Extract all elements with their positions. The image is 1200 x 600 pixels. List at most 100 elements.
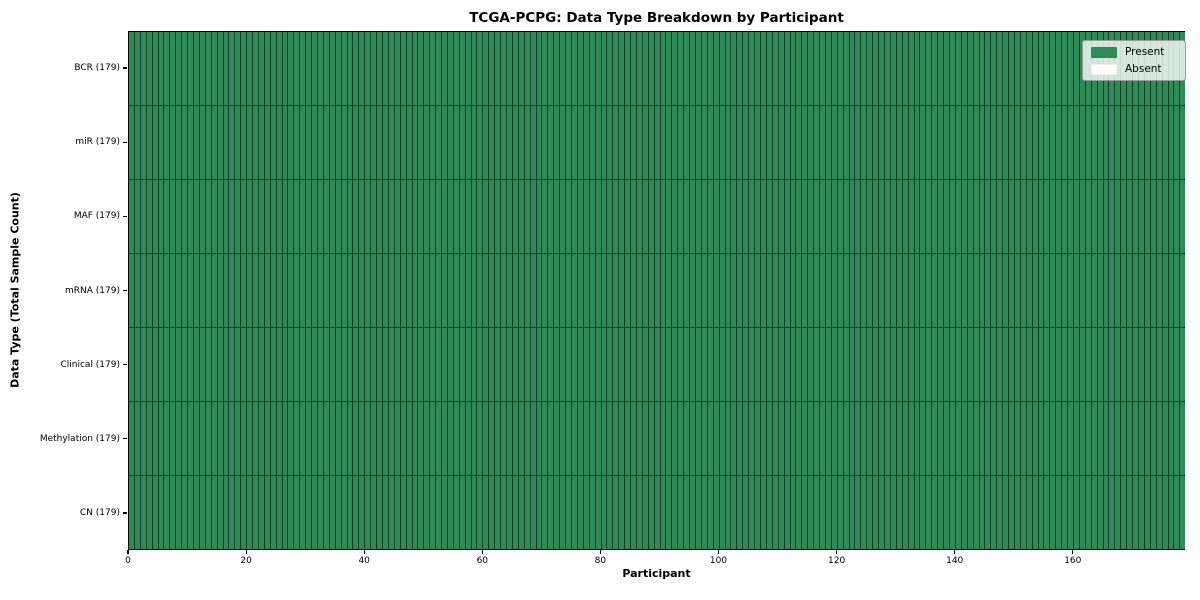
heatmap-cell — [926, 328, 933, 401]
heatmap-cell — [814, 476, 821, 549]
heatmap-cell — [902, 32, 909, 105]
heatmap-cell — [979, 254, 986, 327]
heatmap-cell — [1026, 476, 1033, 549]
heatmap-cell — [648, 402, 655, 475]
heatmap-cell — [1009, 476, 1015, 549]
heatmap-cell — [253, 254, 259, 327]
y-tick-mark — [123, 215, 127, 217]
heatmap-cell — [270, 106, 277, 179]
heatmap-cell — [306, 402, 313, 475]
heatmap-cell — [1097, 180, 1104, 253]
heatmap-cell — [696, 328, 702, 401]
heatmap-cell — [991, 402, 998, 475]
heatmap-cell — [991, 32, 998, 105]
heatmap-cell — [861, 402, 868, 475]
heatmap-cell — [636, 32, 643, 105]
heatmap-cell — [318, 476, 324, 549]
heatmap-cell — [518, 32, 525, 105]
heatmap-cell — [619, 328, 626, 401]
heatmap-cell — [642, 328, 649, 401]
heatmap-cell — [879, 476, 885, 549]
heatmap-cell — [152, 402, 159, 475]
heatmap-cell — [465, 328, 472, 401]
heatmap-cell — [914, 32, 921, 105]
heatmap-cell — [790, 476, 797, 549]
heatmap-cell — [625, 328, 632, 401]
heatmap-cell — [932, 32, 939, 105]
heatmap-cell — [867, 476, 874, 549]
heatmap-cell — [749, 476, 756, 549]
heatmap-cell — [820, 254, 826, 327]
x-tick-label: 140 — [946, 556, 964, 566]
heatmap-cell — [188, 476, 194, 549]
heatmap-cell — [1156, 328, 1163, 401]
heatmap-cell — [436, 106, 443, 179]
heatmap-cell — [672, 106, 679, 179]
heatmap-cell — [288, 180, 295, 253]
heatmap-cell — [843, 32, 850, 105]
heatmap-cell — [755, 106, 761, 179]
x-tick-label: 60 — [476, 556, 489, 566]
heatmap-cell — [973, 106, 980, 179]
heatmap-cell — [861, 180, 868, 253]
heatmap-cell — [382, 180, 389, 253]
heatmap-cell — [743, 254, 750, 327]
heatmap-cell — [772, 254, 779, 327]
heatmap-cell — [577, 254, 584, 327]
heatmap-cell — [270, 402, 277, 475]
heatmap-cell — [436, 328, 443, 401]
heatmap-cell — [896, 106, 903, 179]
heatmap-cell — [288, 254, 295, 327]
heatmap-cell — [1085, 328, 1092, 401]
heatmap-cell — [955, 32, 962, 105]
y-tick-mark — [123, 141, 127, 143]
heatmap-cell — [270, 180, 277, 253]
heatmap-cell — [323, 402, 330, 475]
heatmap-cell — [997, 476, 1004, 549]
heatmap-cell — [1032, 254, 1039, 327]
heatmap-cell — [507, 476, 513, 549]
heatmap-cell — [672, 254, 679, 327]
heatmap-cell — [766, 402, 773, 475]
y-tick-label: MAF (179) — [73, 211, 120, 222]
heatmap-cell — [849, 32, 856, 105]
heatmap-cell — [790, 254, 797, 327]
heatmap-cell — [1162, 402, 1169, 475]
heatmap-cell — [613, 402, 620, 475]
heatmap-cell — [1133, 254, 1139, 327]
heatmap-cell — [1085, 402, 1092, 475]
heatmap-cell — [158, 106, 165, 179]
heatmap-cell — [465, 106, 472, 179]
heatmap-cell — [501, 180, 507, 253]
heatmap-cell — [1150, 476, 1157, 549]
heatmap-cell — [536, 180, 543, 253]
heatmap-cell — [997, 254, 1004, 327]
heatmap-cell — [589, 328, 596, 401]
heatmap-cell — [512, 254, 519, 327]
heatmap-cell — [737, 328, 744, 401]
heatmap-cell — [684, 402, 691, 475]
heatmap-cell — [276, 106, 283, 179]
heatmap-cell — [938, 106, 945, 179]
heatmap-cell — [134, 254, 141, 327]
heatmap-cell — [589, 32, 596, 105]
heatmap-cell — [583, 402, 590, 475]
heatmap-cell — [542, 254, 549, 327]
heatmap-cell — [938, 254, 945, 327]
heatmap-cell — [577, 476, 584, 549]
heatmap-cell — [294, 476, 301, 549]
heatmap-cell — [501, 32, 507, 105]
heatmap-cell — [442, 106, 448, 179]
heatmap-cell — [1091, 476, 1098, 549]
heatmap-cell — [896, 476, 903, 549]
heatmap-cell — [1127, 106, 1134, 179]
heatmap-cell — [164, 32, 171, 105]
heatmap-cell — [554, 106, 561, 179]
heatmap-cell — [1085, 254, 1092, 327]
heatmap-cell — [146, 106, 153, 179]
heatmap-cell — [1044, 180, 1051, 253]
heatmap-cell — [790, 106, 797, 179]
heatmap-cell — [725, 254, 732, 327]
heatmap-cell — [1103, 402, 1110, 475]
heatmap-cell — [400, 328, 407, 401]
